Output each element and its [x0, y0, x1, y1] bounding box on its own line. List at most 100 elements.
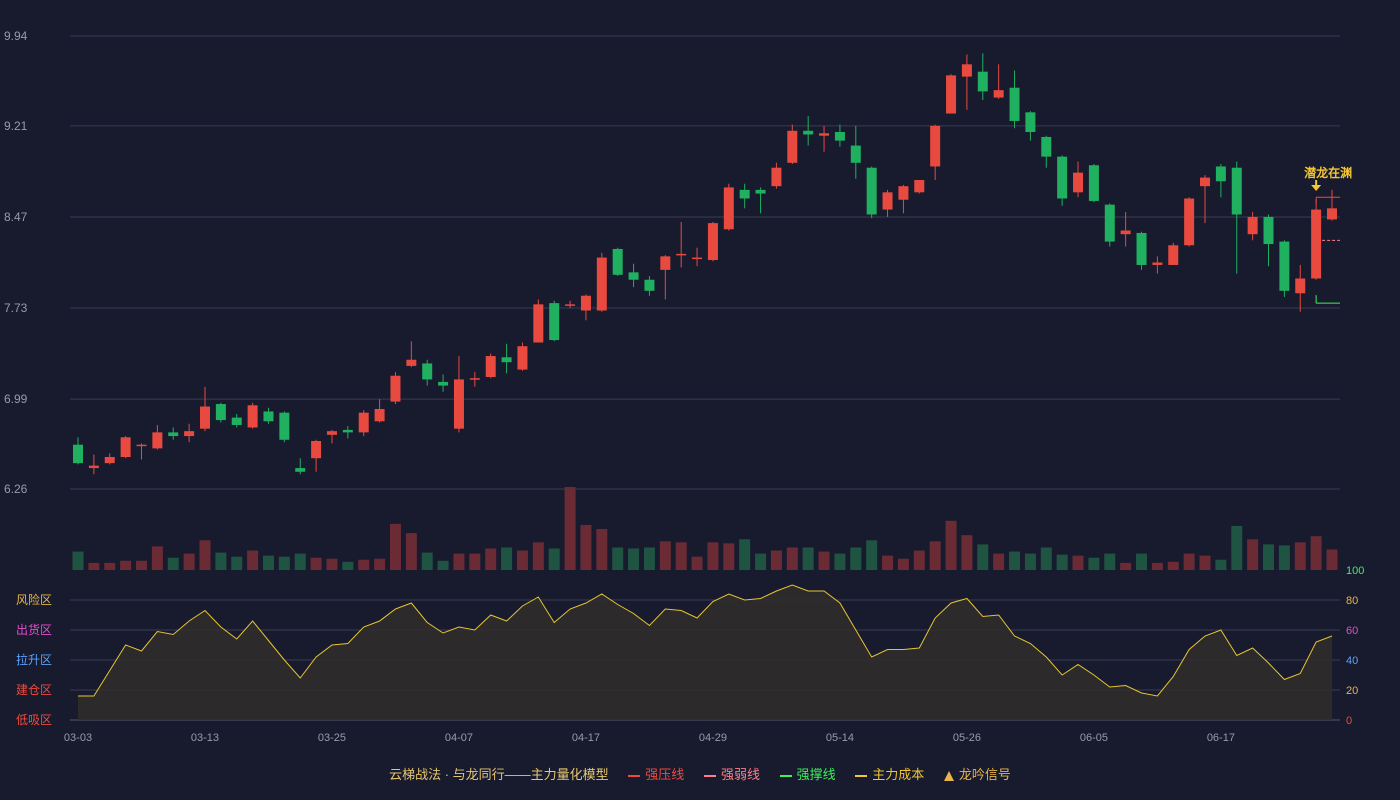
legend-label: 龙吟信号: [958, 767, 1011, 782]
candle-body: [866, 167, 877, 215]
candle-body: [501, 357, 512, 363]
candle-body: [533, 304, 544, 343]
volume-bar: [1326, 549, 1338, 570]
volume-bar: [897, 558, 909, 570]
candle-body: [612, 248, 623, 275]
volume-bar: [1167, 561, 1179, 570]
volume-bar: [358, 559, 370, 570]
candle-body: [898, 186, 909, 200]
legend-label: 强撑线: [796, 767, 836, 782]
volume-bar: [532, 542, 544, 570]
legend-item-support[interactable]: 强撑线: [779, 764, 836, 783]
legend-label: 主力成本: [872, 767, 925, 782]
volume-bar: [501, 547, 513, 570]
volume-bar: [739, 539, 751, 570]
volume-bar: [612, 547, 624, 570]
volume-bar: [643, 547, 655, 570]
volume-bar: [1056, 554, 1068, 570]
volume-bar: [469, 553, 481, 570]
price-tick-label: 7.73: [4, 301, 28, 315]
volume-bar: [913, 550, 925, 570]
volume-bar: [548, 548, 560, 570]
volume-bar: [1072, 555, 1084, 570]
volume-bar: [1120, 562, 1132, 570]
volume-bar: [1009, 551, 1021, 570]
legend-item-cost[interactable]: 主力成本: [855, 764, 924, 783]
legend-item-strength[interactable]: 强弱线: [703, 764, 760, 783]
candle-body: [453, 379, 464, 429]
candle-body: [739, 189, 750, 199]
candle-body: [1231, 167, 1242, 215]
candle-body: [755, 189, 766, 194]
candle-body: [517, 346, 528, 370]
candle-body: [485, 356, 496, 377]
volume-bar: [1024, 553, 1036, 570]
volume-bar: [1136, 553, 1148, 570]
candle-body: [993, 90, 1004, 98]
osc-zone-label: 风险区: [16, 592, 52, 607]
volume-bar: [1263, 544, 1275, 570]
candle-body: [1041, 136, 1052, 157]
osc-tick-label: 60: [1346, 625, 1358, 637]
volume-bar: [580, 524, 592, 570]
signal-label: 潜龙在渊: [1304, 165, 1352, 180]
osc-line: [78, 584, 1333, 697]
candle-body: [692, 257, 703, 260]
volume-bar: [707, 542, 719, 570]
legend-swatch: [855, 774, 868, 777]
candle-body: [358, 412, 369, 433]
volume-bar: [437, 560, 449, 570]
volume-bar: [1294, 542, 1306, 570]
candle-body: [469, 378, 480, 380]
volume-bar: [262, 555, 274, 570]
volume-bar: [294, 553, 306, 570]
legend-item-signal[interactable]: 龙吟信号: [943, 764, 1011, 783]
volume-bar: [993, 553, 1005, 570]
volume-bar: [802, 547, 814, 570]
volume-bar: [675, 542, 687, 570]
osc-zone-label: 拉升区: [16, 652, 52, 667]
legend: 云梯战法 · 与龙同行——主力量化模型 强压线 强弱线 强撑线 主力成本 龙吟信…: [0, 764, 1400, 783]
candle-body: [152, 432, 163, 449]
candle-body: [803, 130, 814, 135]
price-tick-label: 9.21: [4, 119, 28, 133]
candle-body: [850, 145, 861, 163]
legend-swatch: [779, 774, 792, 777]
volume-bar: [723, 543, 735, 570]
candle-body: [342, 429, 353, 433]
osc-tick-label: 80: [1346, 595, 1358, 607]
candle-body: [1057, 156, 1068, 199]
volume-bar: [1310, 536, 1322, 570]
volume-bar: [104, 562, 116, 570]
volume-bar: [564, 487, 576, 570]
candle-body: [977, 71, 988, 92]
volume-bar: [516, 550, 528, 570]
osc-zone-label: 低吸区: [16, 713, 52, 727]
legend-item-pressure[interactable]: 强压线: [628, 764, 684, 783]
candle-body: [215, 404, 226, 421]
volume-bar: [231, 556, 243, 570]
volume-bar: [691, 556, 703, 570]
volume-bar: [1040, 547, 1052, 570]
candle-body: [1168, 245, 1179, 265]
candle-body: [1152, 262, 1163, 265]
volume-bar: [929, 541, 941, 570]
volume-bar: [977, 544, 989, 570]
volume-bar: [770, 550, 782, 570]
x-tick-label: 03-03: [64, 732, 92, 744]
candle-body: [660, 256, 671, 270]
volume-bar: [421, 552, 433, 570]
candle-body: [184, 431, 195, 437]
volume-bar: [1104, 553, 1116, 570]
x-tick-label: 05-14: [826, 732, 854, 744]
triangle-icon: [943, 770, 954, 781]
legend-label: 强压线: [645, 767, 685, 782]
candle-body: [882, 192, 893, 210]
osc-tick-label: 0: [1346, 715, 1352, 727]
osc-tick-label: 40: [1346, 655, 1358, 667]
candle-body: [1200, 177, 1211, 187]
candle-body: [1088, 165, 1099, 201]
candle-body: [120, 437, 131, 457]
volume-bar: [1231, 525, 1243, 570]
